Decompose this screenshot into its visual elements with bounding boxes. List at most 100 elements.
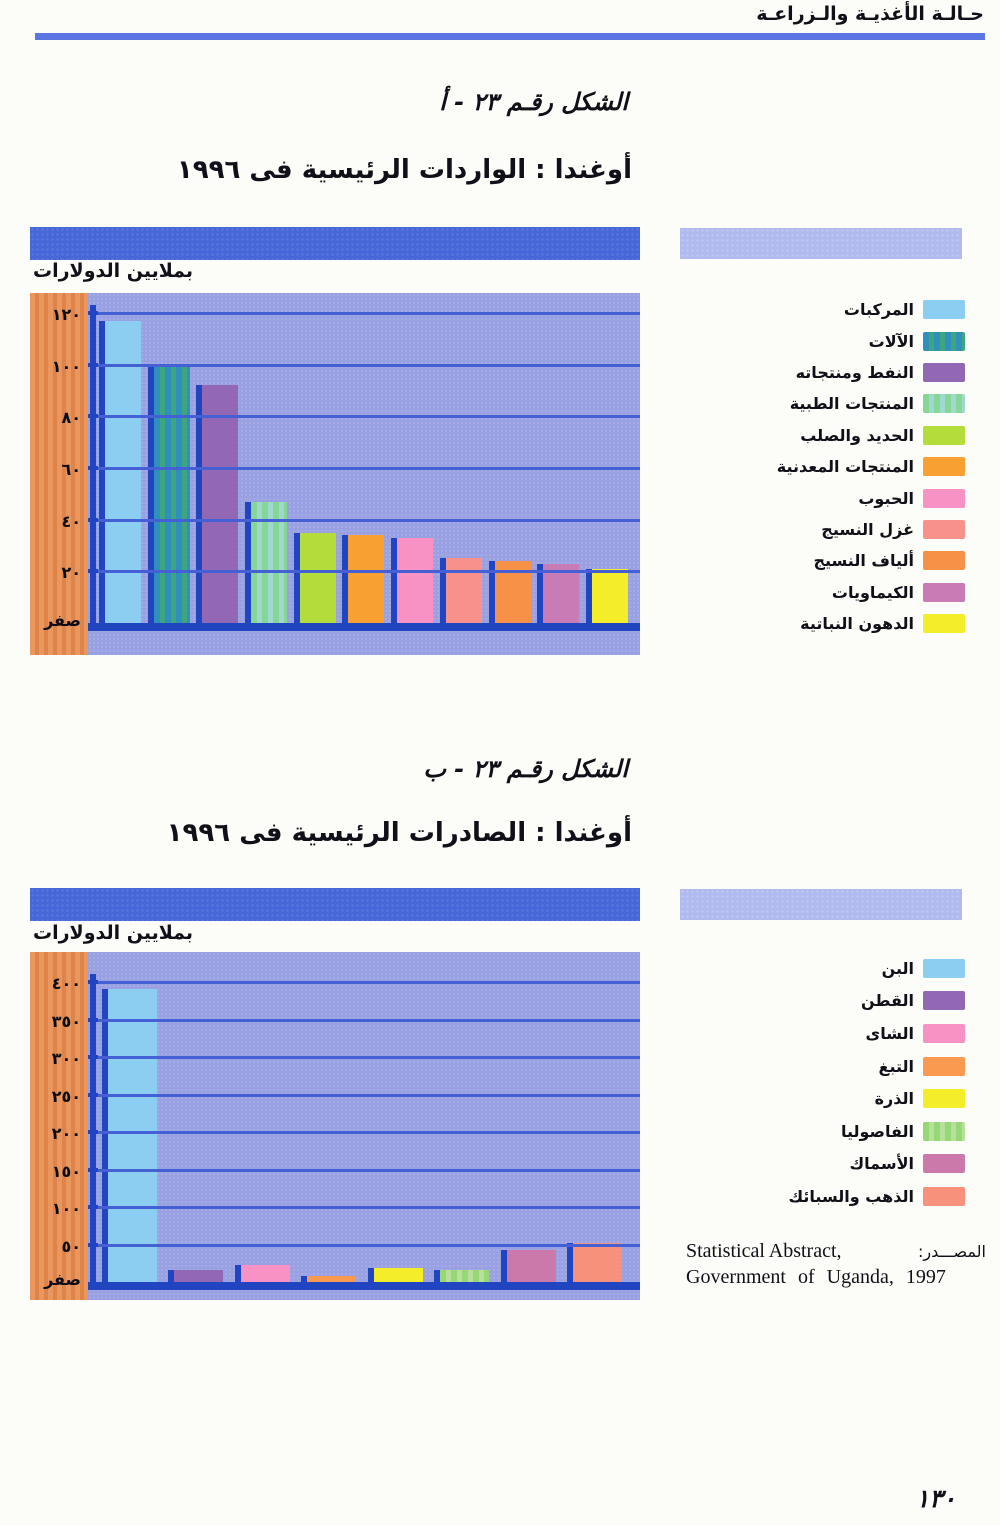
legend-swatch [923, 614, 965, 634]
legend-item-label: الذهب والسبائك [788, 1186, 915, 1206]
legend-item: النفط ومنتجاته [680, 357, 965, 388]
legend-item-label: النفط ومنتجاته [795, 362, 914, 382]
legend-swatch [923, 331, 965, 351]
legend-swatch [923, 1089, 965, 1109]
page-number: ١٣٠ [915, 1484, 956, 1513]
chart-a-banner [30, 227, 640, 260]
axis-tick [88, 1017, 98, 1022]
legend-item-label: الفاصوليا [840, 1121, 914, 1141]
chart-b-bars [102, 989, 622, 1282]
legend-item-label: المنتجات المعدنية [776, 457, 914, 477]
chart-b-plot: ٤٠٠ ٣٥٠ ٣٠٠ ٢٥٠ ٢٠٠ ١٥٠ ١٠٠ ٥٠ صفر [30, 952, 640, 1300]
bar [537, 564, 580, 623]
axis-tick-label: ١٠٠ [51, 1199, 81, 1218]
gridline [96, 467, 640, 470]
bar [293, 533, 336, 623]
chart-a-legend-banner [680, 228, 962, 259]
source-note: Statistical Abstract, المصـــدر: Governm… [686, 1240, 986, 1289]
bar [391, 538, 434, 623]
gridline [96, 1056, 640, 1059]
legend-item-label: المنتجات الطبية [789, 394, 914, 414]
axis-tick [88, 1130, 98, 1134]
axis-tick-label: ٤٠ [61, 511, 81, 531]
legend-item-label: القطن [861, 991, 914, 1011]
legend-swatch [923, 582, 965, 602]
legend-item: الكيماويات [680, 577, 965, 608]
legend-item: التبغ [680, 1050, 965, 1083]
legend-swatch [923, 1154, 965, 1174]
chart-a-plot-area [88, 293, 640, 655]
axis-tick-label: صفر [44, 1270, 81, 1289]
legend-swatch [923, 1023, 965, 1043]
legend-swatch [923, 519, 965, 539]
gridline [96, 312, 640, 315]
legend-item: الأسماك [680, 1148, 965, 1181]
axis-tick-label: ٢٠٠ [51, 1124, 81, 1143]
bar [434, 1270, 490, 1282]
bar [147, 367, 190, 623]
axis-tick [88, 980, 98, 984]
chart-b-banner [30, 888, 640, 921]
legend-item-label: الحديد والصلب [800, 425, 914, 445]
axis-tick [88, 1205, 98, 1209]
axis-tick [88, 1055, 98, 1059]
chart-a-legend: المركبات الآلات النفط ومنتجاته المنتجات الط… [680, 294, 965, 639]
gridline [96, 1168, 640, 1172]
source-line-2: Government of Uganda, 1997 [686, 1266, 946, 1288]
bar [500, 1250, 556, 1282]
legend-item: المركبات [680, 294, 965, 325]
legend-item: ألياف النسيج [680, 545, 965, 576]
legend-item: الدهون النباتية [680, 608, 965, 639]
legend-swatch [923, 362, 965, 382]
legend-item: الحبوب [680, 482, 965, 513]
axis-tick [88, 569, 98, 574]
axis-tick [88, 414, 98, 419]
axis-tick-label: ٢٥٠ [51, 1086, 81, 1106]
axis-tick-label: ١٢٠ [51, 305, 81, 324]
bar [566, 1243, 622, 1282]
legend-swatch [923, 1121, 965, 1141]
chart-b-legend-banner [680, 889, 962, 920]
legend-item: القطن [680, 985, 965, 1018]
legend-item: المنتجات المعدنية [680, 451, 965, 482]
figure-b-title: أوغندا : الصادرات الرئيسية فى ١٩٩٦ [166, 818, 632, 848]
bar [367, 1268, 423, 1282]
axis-tick-label: ٨٠ [61, 408, 81, 428]
gridline [96, 1206, 640, 1209]
gridline [96, 570, 640, 574]
header-rule [35, 33, 985, 40]
legend-item-label: الأسماك [849, 1154, 914, 1174]
bar [234, 1265, 290, 1282]
legend-item: الحديد والصلب [680, 420, 965, 451]
chart-b-yaxis-band: ٤٠٠ ٣٥٠ ٣٠٠ ٢٥٠ ٢٠٠ ١٥٠ ١٠٠ ٥٠ صفر [30, 952, 88, 1300]
axis-tick [88, 311, 98, 315]
source-line-1: Statistical Abstract, المصـــدر: [686, 1240, 986, 1263]
bar [585, 569, 628, 623]
legend-item-label: البن [881, 958, 914, 978]
bar [301, 1276, 357, 1282]
legend-swatch [923, 1056, 965, 1076]
axis-tick-label: ٥٠ [61, 1236, 81, 1256]
axis-tick-label: ٣٥٠ [51, 1011, 81, 1031]
legend-item-label: الدهون النباتية [800, 614, 914, 634]
gridline [96, 1131, 640, 1134]
legend-swatch [923, 457, 965, 477]
bar [342, 535, 385, 623]
bar [168, 1270, 224, 1282]
legend-item: غزل النسيج [680, 514, 965, 545]
legend-item: الآلات [680, 325, 965, 356]
legend-item-label: الكيماويات [831, 582, 914, 602]
bar [439, 558, 482, 623]
legend-item: البن [680, 952, 965, 985]
axis-tick-label: ١٠٠ [51, 356, 81, 376]
gridline [96, 1243, 640, 1247]
page-header-title: حـالـة الأغذيـة والـزراعـة [756, 3, 984, 25]
chart-a-unit-label: بملايين الدولارات [33, 260, 194, 282]
gridline [96, 518, 640, 522]
source-label-arabic: المصـــدر: [917, 1242, 986, 1261]
gridline [96, 1093, 640, 1097]
axis-tick [88, 466, 98, 470]
gridline [96, 363, 640, 367]
axis-tick-label: ٣٠٠ [51, 1049, 81, 1068]
